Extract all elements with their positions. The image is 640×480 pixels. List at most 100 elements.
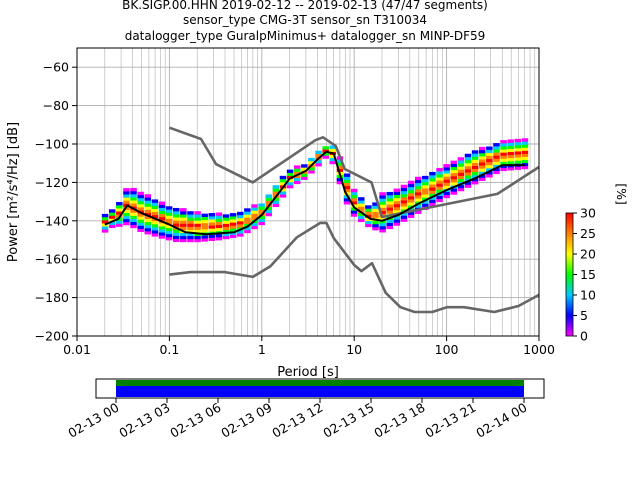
psd-cell — [130, 224, 137, 229]
title-line-3: datalogger_type GuralpMinimus+ datalogge… — [125, 29, 486, 43]
psd-cell — [222, 223, 230, 227]
psd-cell — [471, 177, 479, 182]
psd-cell — [215, 233, 223, 238]
coverage-tick-label: 02-13 15 — [320, 400, 376, 441]
plot-frame — [76, 47, 540, 337]
psd-cell — [514, 151, 522, 155]
psd-cell — [137, 197, 144, 202]
psd-cell — [400, 190, 408, 195]
psd-cell — [350, 197, 358, 202]
y-tick-label: −100 — [35, 137, 69, 152]
x-tick-label: 10 — [346, 342, 362, 357]
psd-cell — [172, 238, 180, 243]
psd-cell — [407, 193, 415, 197]
psd-cell — [180, 220, 187, 224]
psd-cell — [123, 197, 130, 201]
psd-cell — [158, 210, 166, 215]
psd-cell — [478, 156, 486, 160]
psd-cell — [379, 207, 386, 211]
psd-cell — [514, 138, 522, 143]
psd-cell — [208, 237, 216, 241]
psd-cell — [172, 214, 180, 218]
psd-cell — [258, 203, 265, 207]
coverage-tick-label: 02-13 03 — [116, 400, 172, 441]
psd-cell — [393, 194, 401, 199]
psd-cell — [429, 175, 436, 179]
psd-cell — [379, 222, 386, 227]
psd-cell — [379, 198, 386, 202]
psd-cell — [414, 179, 422, 184]
psd-cell — [123, 194, 130, 198]
y-tick-label: −140 — [35, 213, 69, 228]
psd-cell — [151, 211, 159, 216]
psd-cell — [457, 172, 465, 176]
y-tick-label: −80 — [43, 98, 69, 113]
psd-cell — [500, 146, 507, 150]
psd-cell — [372, 223, 379, 228]
psd-cell — [436, 186, 443, 190]
psd-cell — [471, 150, 479, 154]
psd-cell — [436, 180, 443, 184]
psd-cell — [258, 215, 265, 220]
psd-cell — [400, 184, 408, 189]
psd-cell — [130, 209, 137, 213]
psd-cell — [414, 204, 422, 208]
psd-cell — [514, 157, 522, 161]
psd-cell — [158, 204, 166, 208]
psd-cell — [414, 182, 422, 187]
psd-cell — [144, 224, 152, 229]
psd-cell — [386, 201, 393, 205]
psd-cell — [229, 219, 237, 223]
psd-cell — [222, 214, 230, 218]
psd-cell — [244, 208, 251, 212]
psd-cell — [514, 166, 522, 170]
psd-cell — [422, 185, 429, 189]
psd-cell — [372, 220, 379, 225]
psd-cell — [400, 193, 408, 198]
psd-histogram — [101, 138, 529, 243]
psd-cell — [329, 157, 337, 162]
psd-cell — [208, 234, 216, 238]
psd-cell — [151, 202, 159, 206]
psd-cell — [201, 238, 208, 242]
psd-cell — [379, 195, 386, 199]
psd-cell — [358, 197, 365, 201]
psd-cell — [493, 149, 500, 153]
psd-cell — [507, 154, 514, 159]
psd-cell — [365, 223, 372, 228]
psd-cell — [429, 196, 436, 200]
psd-cell — [172, 211, 180, 215]
psd-cell — [493, 146, 500, 150]
psd-cell — [471, 168, 479, 173]
psd-cell — [372, 208, 379, 212]
psd-cell — [343, 176, 351, 180]
psd-cell — [464, 172, 472, 176]
psd-cell — [108, 221, 116, 225]
coverage-bar-blue — [116, 386, 524, 397]
psd-cell — [237, 217, 244, 222]
psd-cell — [450, 182, 458, 186]
psd-cell — [208, 216, 216, 220]
psd-cell — [471, 181, 479, 185]
psd-cell — [251, 213, 258, 217]
psd-cell — [379, 226, 386, 230]
psd-cell — [165, 233, 173, 238]
psd-cell — [486, 161, 493, 166]
psd-cell — [457, 178, 465, 183]
psd-cell — [422, 203, 429, 207]
psd-cell — [237, 211, 244, 216]
psd-cell — [521, 138, 529, 142]
psd-cell — [486, 171, 493, 175]
psd-cell — [229, 228, 237, 232]
psd-cell — [279, 191, 287, 195]
plot-background — [77, 48, 539, 336]
psd-cell — [414, 189, 422, 193]
psd-cell — [343, 173, 351, 177]
psd-cell — [194, 229, 201, 233]
psd-cell — [493, 161, 500, 165]
psd-cell — [464, 156, 472, 161]
psd-cell — [457, 163, 465, 167]
psd-cell — [429, 190, 436, 194]
psd-cell — [521, 144, 529, 148]
psd-cell — [414, 185, 422, 190]
